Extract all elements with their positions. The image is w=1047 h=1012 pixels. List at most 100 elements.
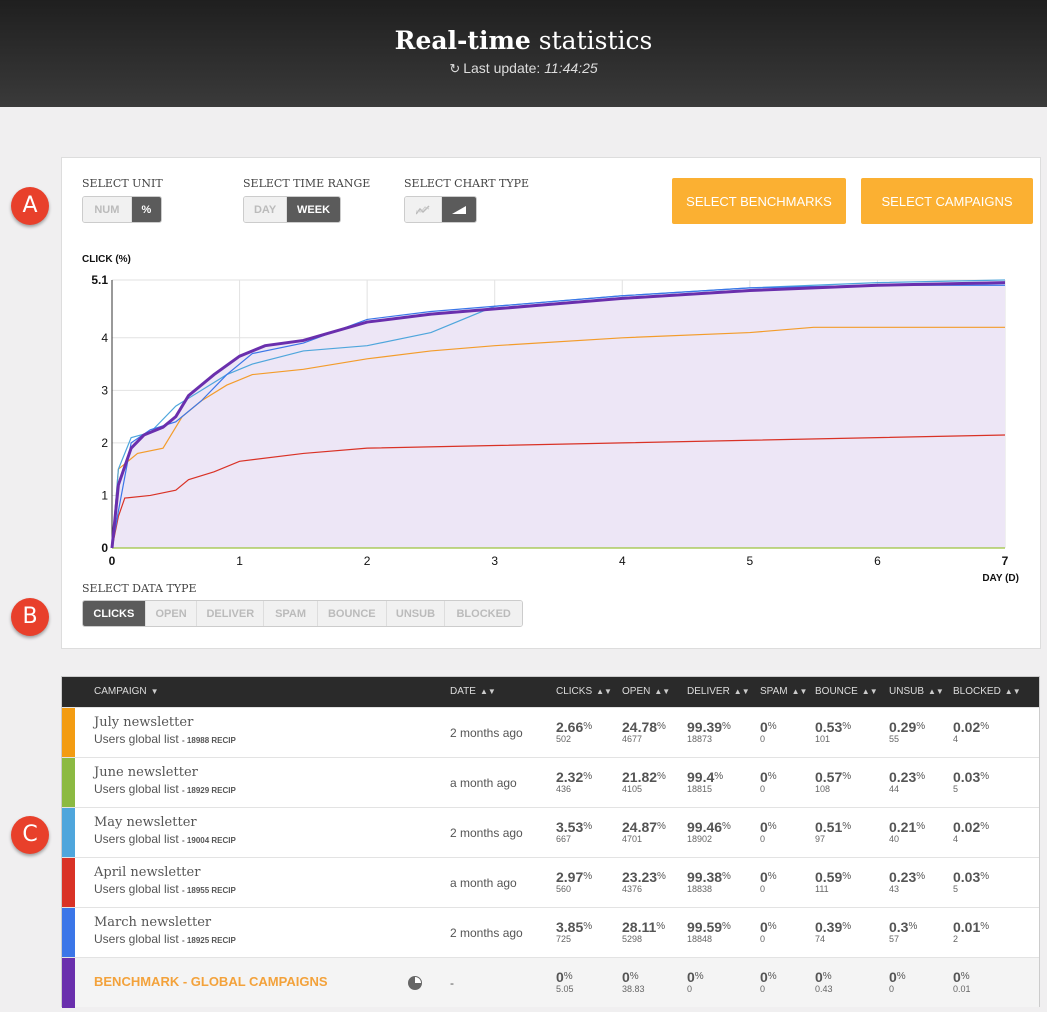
col-deliver[interactable]: DELIVER ▲▼ [687, 686, 750, 697]
sort-icon: ▲▼ [479, 687, 496, 696]
table-row[interactable]: April newsletter Users global list - 1895… [62, 857, 1039, 908]
campaign-name: June newsletter [94, 765, 198, 780]
col-campaign[interactable]: CAMPAIGN ▼ [94, 686, 159, 697]
cell-blocked: 0.01% 2 [953, 919, 990, 944]
data-type-clicks[interactable]: CLICKS [83, 601, 146, 626]
unit-toggle: NUM % [82, 196, 162, 223]
cell-open: 24.87% 4701 [622, 819, 666, 844]
sort-icon: ▲▼ [928, 687, 944, 696]
y-tick-label: 5.1 [91, 273, 108, 287]
chart-type-toggle [404, 196, 477, 223]
table-header: CAMPAIGN ▼ DATE ▲▼ CLICKS ▲▼ OPEN ▲▼ DELIVER… [62, 677, 1039, 707]
cell-unsub: 0.3% 57 [889, 919, 918, 944]
data-type-open[interactable]: OPEN [145, 601, 198, 626]
cell-bounce: 0.39% 74 [815, 919, 852, 944]
badge-b: B [11, 598, 49, 636]
cell-unsub: 0.23% 43 [889, 869, 926, 894]
refresh-icon[interactable]: ↻ [449, 61, 461, 76]
cell-bounce: 0.51% 97 [815, 819, 852, 844]
cell-clicks: 3.53% 667 [556, 819, 593, 844]
x-tick-label: 4 [619, 554, 626, 568]
badge-c: C [11, 816, 49, 854]
x-tick-label: 2 [364, 554, 371, 568]
data-type-blocked[interactable]: BLOCKED [445, 601, 522, 626]
line-chart-icon[interactable] [405, 197, 442, 222]
x-tick-label: 1 [236, 554, 243, 568]
cell-bounce: 0.53% 101 [815, 719, 852, 744]
campaign-color-bar [62, 858, 75, 908]
data-type-spam[interactable]: SPAM [264, 601, 318, 626]
cell-deliver: 99.4% 18815 [687, 769, 724, 794]
pie-chart-icon[interactable] [408, 976, 422, 990]
last-update-time: 11:44:25 [544, 60, 598, 76]
cell-bounce: 0.57% 108 [815, 769, 852, 794]
campaign-name: May newsletter [94, 815, 197, 830]
cell-unsub: 0.21% 40 [889, 819, 926, 844]
campaign-date: a month ago [450, 876, 517, 890]
table-row[interactable]: March newsletter Users global list - 1892… [62, 907, 1039, 958]
series-area-benchmark [112, 282, 1005, 548]
cell-blocked: 0.02% 4 [953, 819, 990, 844]
sort-icon: ▲▼ [733, 687, 750, 696]
page-title: Real-time statistics [394, 26, 653, 55]
unit-num-option[interactable]: NUM [83, 197, 132, 222]
select-time-range-label: SELECT TIME RANGE [243, 177, 371, 190]
sort-icon: ▲▼ [791, 687, 808, 696]
time-range-day-option[interactable]: DAY [244, 197, 288, 222]
unit-percent-option[interactable]: % [131, 197, 161, 222]
campaign-date: a month ago [450, 776, 517, 790]
benchmark-date: - [450, 976, 454, 990]
cell-bounce: 0% 0.43 [815, 969, 833, 994]
campaign-name: April newsletter [94, 865, 201, 880]
click-chart: 0 1 2 3 4 5.1 0 1 2 3 4 5 6 7 CLICK (%) DAY (D) [82, 254, 1019, 584]
series-line-1 [111, 326, 1005, 549]
x-tick-label: 0 [109, 554, 116, 568]
cell-blocked: 0.03% 5 [953, 769, 990, 794]
cell-blocked: 0% 0.01 [953, 969, 971, 994]
table-row[interactable]: May newsletter Users global list - 19004 … [62, 807, 1039, 858]
cell-open: 28.11% 5298 [622, 919, 666, 944]
col-blocked[interactable]: BLOCKED ▲▼ [953, 686, 1021, 697]
data-type-bounce[interactable]: BOUNCE [317, 601, 387, 626]
col-date[interactable]: DATE ▲▼ [450, 686, 496, 697]
table-row[interactable]: June newsletter Users global list - 18929… [62, 757, 1039, 808]
cell-deliver: 99.46% 18902 [687, 819, 731, 844]
col-clicks[interactable]: CLICKS ▲▼ [556, 686, 612, 697]
col-unsub[interactable]: UNSUB ▲▼ [889, 686, 944, 697]
select-chart-type-label: SELECT CHART TYPE [404, 177, 530, 190]
cell-open: 0% 38.83 [622, 969, 645, 994]
time-range-week-option[interactable]: WEEK [287, 197, 340, 222]
col-bounce[interactable]: BOUNCE ▲▼ [815, 686, 878, 697]
y-tick-label: 4 [101, 331, 108, 345]
campaign-list: Users global list - 18925 RECIP [94, 932, 236, 946]
benchmark-row[interactable]: BENCHMARK - GLOBAL CAMPAIGNS - 0% 5.05 0% 38.… [62, 957, 1039, 1008]
cell-open: 21.82% 4105 [622, 769, 666, 794]
chart-area-fill [112, 282, 1005, 548]
cell-clicks: 2.66% 502 [556, 719, 593, 744]
campaign-color-bar [62, 908, 75, 958]
campaign-list: Users global list - 18988 RECIP [94, 732, 236, 746]
campaign-name: July newsletter [94, 715, 194, 730]
sort-icon: ▲▼ [654, 687, 671, 696]
select-campaigns-button[interactable]: SELECT CAMPAIGNS [861, 178, 1033, 224]
select-benchmarks-button[interactable]: SELECT BENCHMARKS [672, 178, 846, 224]
cell-blocked: 0.03% 5 [953, 869, 990, 894]
cell-spam: 0% 0 [760, 869, 777, 894]
cell-unsub: 0% 0 [889, 969, 906, 994]
data-type-unsub[interactable]: UNSUB [386, 601, 446, 626]
cell-spam: 0% 0 [760, 769, 777, 794]
campaign-color-bar [62, 758, 75, 808]
cell-bounce: 0.59% 111 [815, 869, 852, 894]
col-open[interactable]: OPEN ▲▼ [622, 686, 671, 697]
page-header: Real-time statistics ↻ Last update: 11:44… [0, 0, 1047, 107]
col-spam[interactable]: SPAM ▲▼ [760, 686, 808, 697]
area-chart-icon[interactable] [441, 197, 476, 222]
table-row[interactable]: July newsletter Users global list - 18988… [62, 707, 1039, 758]
cell-unsub: 0.23% 44 [889, 769, 926, 794]
cell-unsub: 0.29% 55 [889, 719, 926, 744]
cell-deliver: 99.38% 18838 [687, 869, 731, 894]
cell-deliver: 99.59% 18848 [687, 919, 731, 944]
data-type-deliver[interactable]: DELIVER [197, 601, 265, 626]
cell-clicks: 2.97% 560 [556, 869, 593, 894]
campaign-list: Users global list - 18929 RECIP [94, 782, 236, 796]
